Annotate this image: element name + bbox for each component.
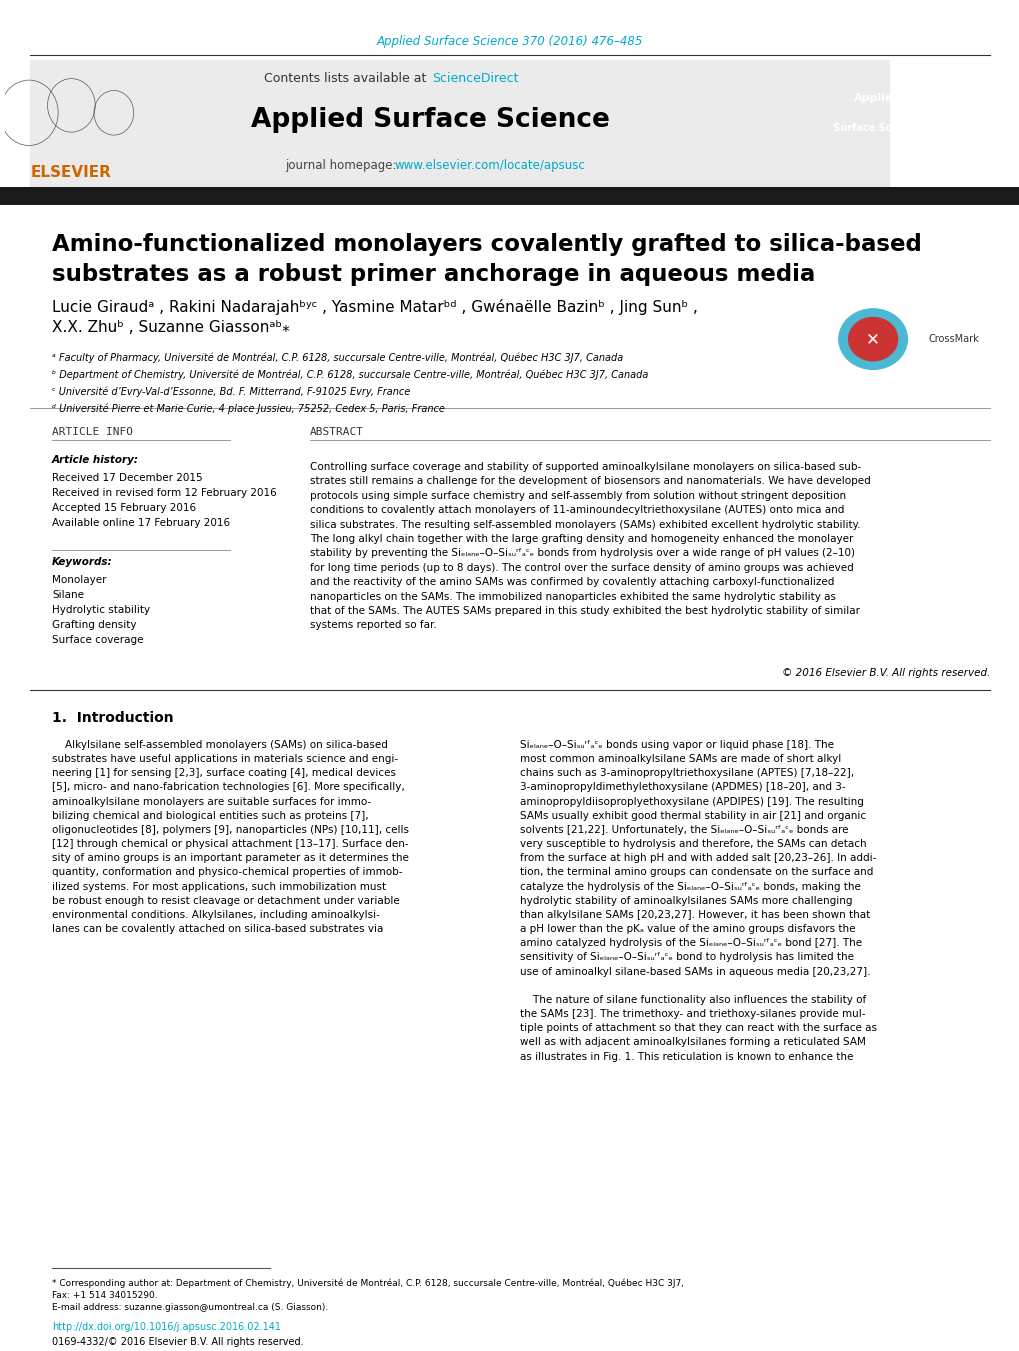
Text: http://dx.doi.org/10.1016/j.apsusc.2016.02.141: http://dx.doi.org/10.1016/j.apsusc.2016.…: [52, 1323, 280, 1332]
Text: © 2016 Elsevier B.V. All rights reserved.: © 2016 Elsevier B.V. All rights reserved…: [781, 667, 989, 678]
Text: Silane: Silane: [52, 590, 84, 600]
Circle shape: [848, 317, 897, 361]
Text: Lucie Giraudᵃ , Rakini Nadarajahᵇʸᶜ , Yasmine Matarᵇᵈ , Gwénaëlle Bazinᵇ , Jing : Lucie Giraudᵃ , Rakini Nadarajahᵇʸᶜ , Ya…: [52, 299, 697, 315]
Text: Surface coverage: Surface coverage: [52, 635, 144, 644]
Text: journal homepage:: journal homepage:: [284, 158, 399, 172]
Text: Grafting density: Grafting density: [52, 620, 137, 630]
Text: Applied Surface Science: Applied Surface Science: [251, 107, 608, 132]
Text: Hydrolytic stability: Hydrolytic stability: [52, 605, 150, 615]
Text: Received 17 December 2015: Received 17 December 2015: [52, 473, 203, 484]
Text: www.elsevier.com/locate/apsusc: www.elsevier.com/locate/apsusc: [394, 158, 585, 172]
Text: Amino-functionalized monolayers covalently grafted to silica-based: Amino-functionalized monolayers covalent…: [52, 234, 921, 257]
Text: ARTICLE INFO: ARTICLE INFO: [52, 427, 132, 436]
Text: Applied Surface Science 370 (2016) 476–485: Applied Surface Science 370 (2016) 476–4…: [376, 35, 643, 49]
Text: ᶜ Université d’Evry-Val-d’Essonne, Bd. F. Mitterrand, F-91025 Evry, France: ᶜ Université d’Evry-Val-d’Essonne, Bd. F…: [52, 386, 410, 397]
Text: ELSEVIER: ELSEVIER: [31, 165, 112, 180]
Text: ᵃ Faculty of Pharmacy, Université de Montréal, C.P. 6128, succursale Centre-vill: ᵃ Faculty of Pharmacy, Université de Mon…: [52, 353, 623, 363]
Text: Available online 17 February 2016: Available online 17 February 2016: [52, 517, 230, 528]
Text: ᵈ Université Pierre et Marie Curie, 4 place Jussieu, 75252, Cedex 5, Paris, Fran: ᵈ Université Pierre et Marie Curie, 4 pl…: [52, 404, 444, 415]
Text: substrates as a robust primer anchorage in aqueous media: substrates as a robust primer anchorage …: [52, 263, 814, 286]
Text: Monolayer: Monolayer: [52, 576, 106, 585]
FancyBboxPatch shape: [30, 59, 890, 195]
Text: ᵇ Department of Chemistry, Université de Montréal, C.P. 6128, succursale Centre-: ᵇ Department of Chemistry, Université de…: [52, 370, 648, 380]
Text: X.X. Zhuᵇ , Suzanne Giassonᵃᵇ⁎: X.X. Zhuᵇ , Suzanne Giassonᵃᵇ⁎: [52, 320, 289, 335]
Text: Received in revised form 12 February 2016: Received in revised form 12 February 201…: [52, 488, 276, 499]
Circle shape: [838, 309, 907, 369]
Text: Accepted 15 February 2016: Accepted 15 February 2016: [52, 503, 196, 513]
Text: Fax: +1 514 34015290.: Fax: +1 514 34015290.: [52, 1292, 158, 1301]
Text: ABSTRACT: ABSTRACT: [310, 427, 364, 436]
Bar: [0, 186, 1019, 205]
Text: E-mail address: suzanne.giasson@umontreal.ca (S. Giasson).: E-mail address: suzanne.giasson@umontrea…: [52, 1304, 328, 1313]
Text: ScienceDirect: ScienceDirect: [432, 72, 518, 85]
Text: Controlling surface coverage and stability of supported aminoalkylsilane monolay: Controlling surface coverage and stabili…: [310, 462, 870, 631]
Text: Article history:: Article history:: [52, 455, 139, 465]
Text: Contents lists available at: Contents lists available at: [263, 72, 430, 85]
Text: Applied: Applied: [853, 93, 900, 103]
Text: CrossMark: CrossMark: [927, 334, 978, 345]
Text: ✕: ✕: [865, 330, 879, 349]
Text: 1.  Introduction: 1. Introduction: [52, 711, 173, 725]
Text: Siₑₗₐₙₑ–O–Siₛᵤʳᶠₐᶜₑ bonds using vapor or liquid phase [18]. The
most common amin: Siₑₗₐₙₑ–O–Siₛᵤʳᶠₐᶜₑ bonds using vapor or…: [520, 740, 876, 1062]
Text: * Corresponding author at: Department of Chemistry, Université de Montréal, C.P.: * Corresponding author at: Department of…: [52, 1278, 684, 1288]
Text: Alkylsilane self-assembled monolayers (SAMs) on silica-based
substrates have use: Alkylsilane self-assembled monolayers (S…: [52, 740, 409, 934]
Text: Surface Science: Surface Science: [833, 123, 920, 132]
Text: Keywords:: Keywords:: [52, 557, 112, 567]
Text: 0169-4332/© 2016 Elsevier B.V. All rights reserved.: 0169-4332/© 2016 Elsevier B.V. All right…: [52, 1337, 304, 1347]
